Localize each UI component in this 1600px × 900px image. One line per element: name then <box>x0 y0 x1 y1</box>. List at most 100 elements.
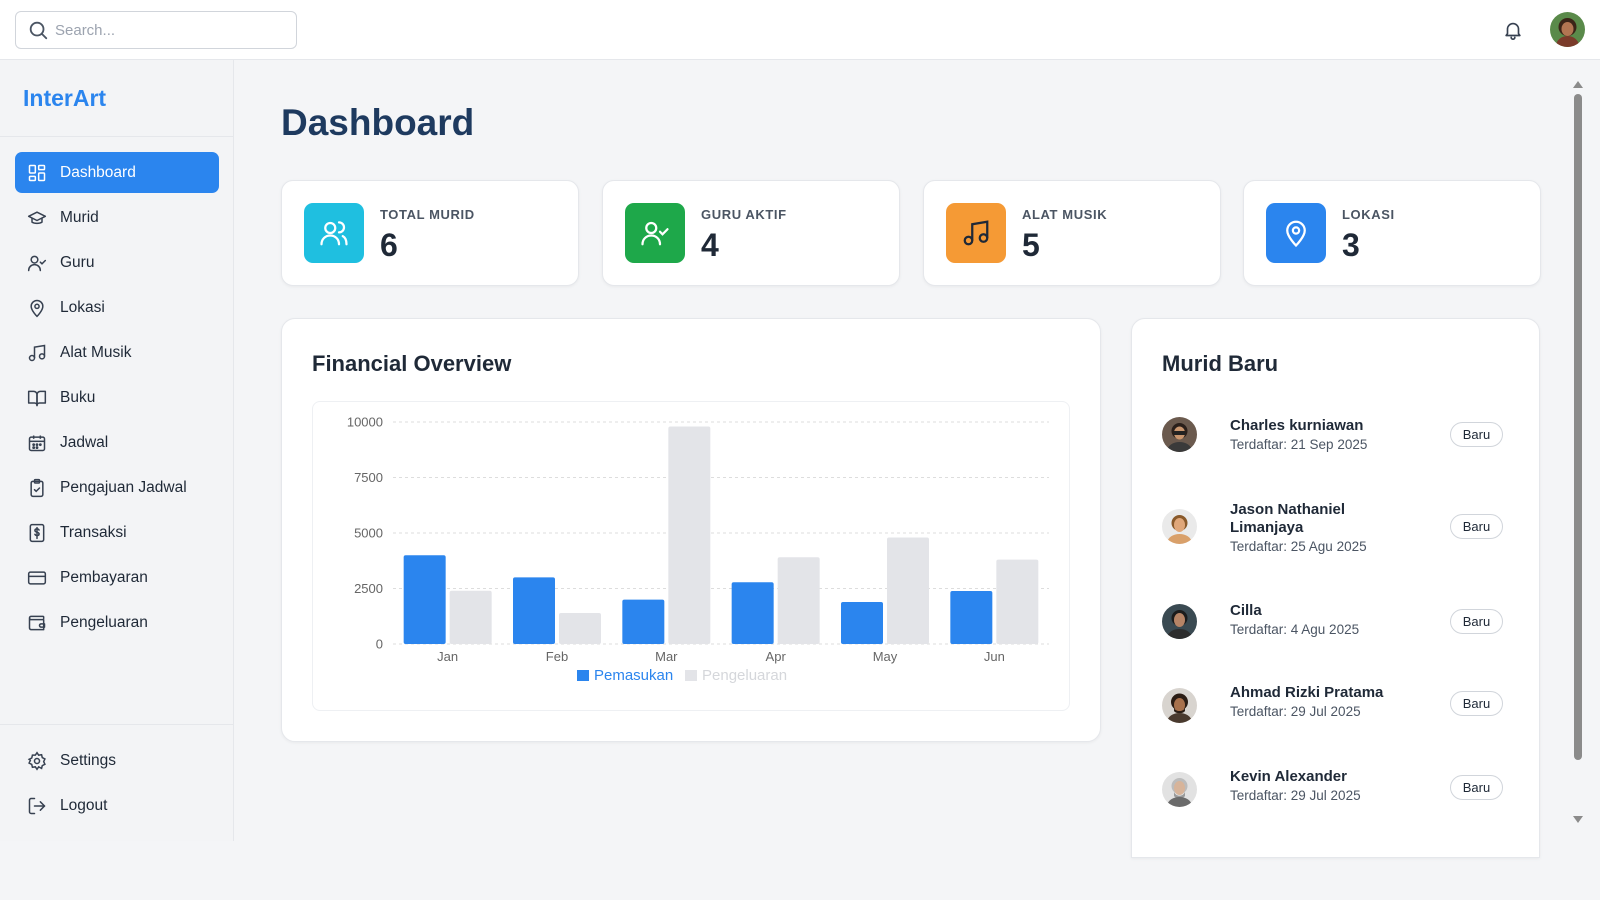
sidebar-item-buku[interactable]: Buku <box>15 377 219 418</box>
sidebar-item-label: Guru <box>60 253 95 271</box>
sidebar-item-lokasi[interactable]: Lokasi <box>15 287 219 328</box>
sidebar-item-guru[interactable]: Guru <box>15 242 219 283</box>
x-tick-label: Mar <box>655 649 678 664</box>
bar-pemasukan-may <box>841 602 883 644</box>
receipt-dollar-icon <box>27 523 47 543</box>
student-avatar <box>1162 688 1197 723</box>
status-badge: Baru <box>1450 422 1503 447</box>
financial-bar-chart: 0 2500 5000 7500 10000 Jan Feb Mar Apr May Jun Pema… <box>347 415 1049 684</box>
stat-label: LOKASI <box>1342 207 1395 222</box>
bar-pengeluaran-feb <box>559 612 601 644</box>
sidebar-item-murid[interactable]: Murid <box>15 197 219 238</box>
student-name: Kevin Alexander <box>1230 768 1347 785</box>
sidebar-item-label: Murid <box>60 208 99 226</box>
search-box[interactable] <box>15 11 297 49</box>
bar-pemasukan-mar <box>622 599 665 644</box>
page-title: Dashboard <box>281 102 475 143</box>
y-tick-label: 0 <box>376 637 383 652</box>
y-tick-label: 7500 <box>354 470 383 485</box>
map-pin-icon <box>27 298 47 318</box>
status-badge: Baru <box>1450 609 1503 634</box>
brand-logo[interactable]: InterArt <box>23 85 107 111</box>
sidebar-item-pengeluaran[interactable]: Pengeluaran <box>15 602 219 643</box>
logout-icon <box>27 796 47 816</box>
x-tick-label: Apr <box>766 649 787 664</box>
y-tick-label: 10000 <box>347 415 383 430</box>
sidebar-item-pembayaran[interactable]: Pembayaran <box>15 557 219 598</box>
x-tick-label: Jun <box>984 649 1005 664</box>
scroll-down-arrow-icon[interactable] <box>1570 814 1586 826</box>
student-date: Terdaftar: 29 Jul 2025 <box>1230 788 1361 803</box>
sidebar-item-jadwal[interactable]: Jadwal <box>15 422 219 463</box>
top-bar <box>0 0 1600 60</box>
book-open-icon <box>27 388 47 408</box>
sidebar-item-dashboard[interactable]: Dashboard <box>15 152 219 193</box>
x-tick-label: Jan <box>437 649 458 664</box>
stat-card-alat-musik[interactable]: ALAT MUSIK 5 <box>923 180 1221 286</box>
graduation-cap-icon <box>27 208 47 228</box>
sidebar-item-settings[interactable]: Settings <box>15 740 219 781</box>
gear-icon <box>27 750 47 771</box>
student-avatar <box>1162 417 1197 452</box>
legend-swatch <box>685 670 697 681</box>
bar-pengeluaran-mar <box>668 426 711 644</box>
sidebar-item-logout[interactable]: Logout <box>15 785 219 826</box>
status-badge: Baru <box>1450 775 1503 800</box>
y-tick-label: 2500 <box>354 581 383 596</box>
sidebar-item-label: Pengeluaran <box>60 613 148 631</box>
sidebar-item-label: Pembayaran <box>60 568 148 586</box>
sidebar-item-pengajuan-jadwal[interactable]: Pengajuan Jadwal <box>15 467 219 508</box>
status-badge: Baru <box>1450 514 1503 539</box>
scroll-up-arrow-icon[interactable] <box>1570 78 1586 90</box>
legend-label: Pengeluaran <box>702 667 787 684</box>
sidebar-item-label: Dashboard <box>60 163 136 181</box>
dashboard-grid-icon <box>27 163 47 183</box>
y-tick-label: 5000 <box>354 526 383 541</box>
bar-pengeluaran-may <box>887 537 929 644</box>
bar-pengeluaran-jan <box>449 590 492 644</box>
stat-card-guru-aktif[interactable]: GURU AKTIF 4 <box>602 180 900 286</box>
search-input[interactable] <box>55 21 285 39</box>
sidebar-item-label: Transaksi <box>60 523 127 541</box>
sidebar-item-label: Settings <box>60 751 117 769</box>
user-avatar[interactable] <box>1550 12 1585 47</box>
stat-label: ALAT MUSIK <box>1022 207 1108 222</box>
x-tick-label: Feb <box>546 649 568 664</box>
student-name: Charles kurniawan <box>1230 417 1364 434</box>
financial-overview-panel: Financial Overview 0 2500 5000 7500 10000 Jan… <box>281 318 1101 742</box>
student-name: Cilla <box>1230 602 1262 619</box>
scrollbar[interactable] <box>1570 78 1586 826</box>
stat-label: TOTAL MURID <box>380 207 475 222</box>
bar-pemasukan-jan <box>403 555 446 644</box>
sidebar-item-transaksi[interactable]: Transaksi <box>15 512 219 553</box>
bar-pemasukan-jun <box>950 590 993 644</box>
stat-value: 3 <box>1342 227 1360 263</box>
bell-icon[interactable] <box>1502 19 1524 41</box>
bar-pengeluaran-jun <box>996 559 1039 644</box>
student-avatar <box>1162 604 1197 639</box>
bar-pemasukan-feb <box>513 577 555 644</box>
sidebar-item-alat-musik[interactable]: Alat Musik <box>15 332 219 373</box>
stat-card-lokasi[interactable]: LOKASI 3 <box>1243 180 1541 286</box>
student-avatar <box>1162 772 1197 807</box>
divider <box>0 136 234 137</box>
search-icon <box>27 19 49 41</box>
student-date: Terdaftar: 25 Agu 2025 <box>1230 539 1367 554</box>
sidebar-item-label: Buku <box>60 388 96 406</box>
stat-card-total-murid[interactable]: TOTAL MURID 6 <box>281 180 579 286</box>
sidebar: InterArt Dashboard Murid Guru Lokasi Ala… <box>0 60 234 841</box>
music-note-icon <box>946 203 1006 263</box>
stat-value: 5 <box>1022 227 1040 263</box>
legend-label: Pemasukan <box>594 667 673 684</box>
student-date: Terdaftar: 29 Jul 2025 <box>1230 704 1361 719</box>
wallet-icon <box>27 613 47 633</box>
legend-swatch <box>577 670 589 681</box>
bar-pemasukan-apr <box>731 582 774 644</box>
status-badge: Baru <box>1450 691 1503 716</box>
sidebar-item-label: Alat Musik <box>60 343 132 361</box>
sidebar-item-label: Logout <box>60 796 108 814</box>
panel-title: Murid Baru <box>1162 351 1279 376</box>
clipboard-check-icon <box>27 478 47 498</box>
scrollbar-thumb[interactable] <box>1574 94 1582 760</box>
calendar-icon <box>27 433 47 453</box>
